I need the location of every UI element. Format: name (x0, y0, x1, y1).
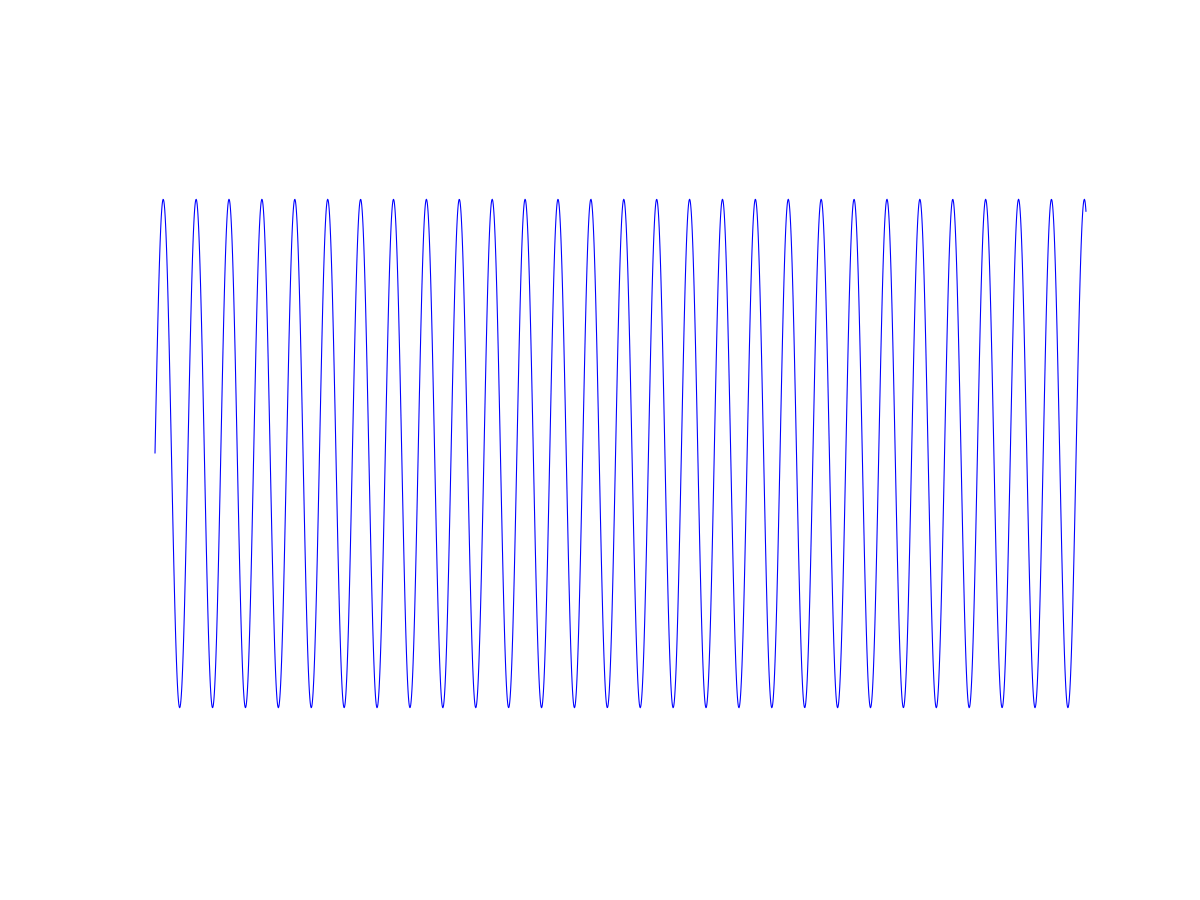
plot-area (154, 198, 1087, 709)
series-line-0 (154, 198, 1087, 709)
